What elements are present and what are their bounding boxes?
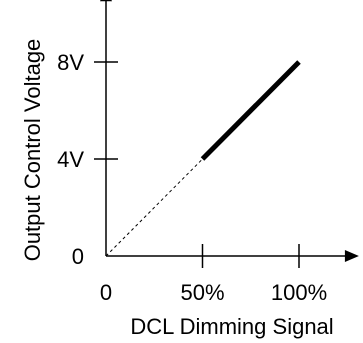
series-lines [105,60,301,257]
x-axis-title: DCL Dimming Signal [130,314,333,339]
x-tick-label: 0 [100,280,112,305]
dashed-extrapolation-line [105,158,203,257]
y-axis-arrowhead [100,0,112,2]
y-tick-label: 4V [57,147,84,172]
tick-labels: 0 50% 100% 0 4V 8V [57,50,327,305]
axes [100,0,359,262]
y-tick-label: 0 [72,244,84,269]
x-tick-label: 50% [180,280,224,305]
x-tick-label: 100% [271,280,327,305]
y-axis-title: Output Control Voltage [20,39,45,262]
ticks [94,61,300,268]
y-tick-label: 8V [57,50,84,75]
output-voltage-line [200,60,301,161]
x-axis-arrowhead [344,250,359,262]
